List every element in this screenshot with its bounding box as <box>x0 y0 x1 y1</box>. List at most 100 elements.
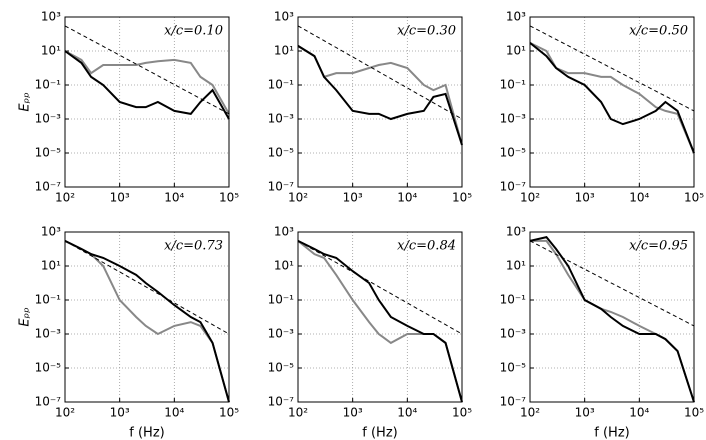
y-tick-label: 10⁻⁵ <box>500 361 527 375</box>
y-axis-label: Eₚₚ <box>18 307 33 327</box>
annotation: x/c=0.10 <box>164 24 223 39</box>
annotation: x/c=0.30 <box>397 24 456 39</box>
spectrum-line <box>64 239 230 403</box>
annotation: x/c=0.50 <box>629 24 688 39</box>
x-tick-label: 10⁴ <box>397 191 417 205</box>
y-tick-label: 10⁻¹ <box>35 78 62 92</box>
y-tick-label: 10⁻³ <box>500 112 527 126</box>
y-tick-label: 10³ <box>506 10 526 24</box>
reference-line <box>529 240 695 327</box>
y-tick-label: 10⁻¹ <box>500 78 527 92</box>
reference-line <box>529 25 695 112</box>
x-tick-label: 10⁴ <box>164 191 184 205</box>
panel: 10² 10³ 10⁴ 10⁵ 10⁻⁷ 10⁻⁵ 10⁻³ 10⁻¹ 10¹ 10³ x/c=0.… <box>18 225 240 440</box>
y-tick-label: 10⁻⁷ <box>500 395 527 409</box>
y-tick-label: 10⁻³ <box>35 112 62 126</box>
spectrum-line <box>297 45 463 146</box>
y-tick-label: 10⁻⁵ <box>268 146 295 160</box>
panel: 10² 10³ 10⁴ 10⁵ 10⁻⁷ 10⁻⁵ 10⁻³ 10⁻¹ 10¹ 10³ x/c=0.… <box>268 10 473 205</box>
x-tick-label: 10³ <box>110 191 130 205</box>
x-tick-label: 10⁴ <box>164 406 184 420</box>
reference-line <box>64 25 230 115</box>
y-tick-label: 10³ <box>274 225 294 239</box>
x-tick-label: 10³ <box>343 191 363 205</box>
plot-frame <box>297 231 463 403</box>
y-tick-label: 10¹ <box>41 44 61 58</box>
y-tick-label: 10⁻¹ <box>35 293 62 307</box>
x-tick-label: 10² <box>288 406 308 420</box>
x-tick-label: 10⁵ <box>684 191 704 205</box>
x-axis-label: f (Hz) <box>594 426 629 440</box>
x-tick-label: 10⁵ <box>452 406 472 420</box>
y-tick-label: 10⁻⁵ <box>500 146 527 160</box>
y-tick-label: 10⁻¹ <box>268 293 295 307</box>
y-tick-label: 10⁻³ <box>268 112 295 126</box>
spectrum-line <box>529 236 695 403</box>
y-tick-label: 10⁻¹ <box>500 293 527 307</box>
x-tick-label: 10² <box>288 191 308 205</box>
y-tick-label: 10⁻⁵ <box>35 361 62 375</box>
y-tick-label: 10³ <box>41 225 61 239</box>
x-axis-label: f (Hz) <box>362 426 397 440</box>
y-tick-label: 10⁻⁷ <box>35 180 62 194</box>
y-tick-label: 10⁻¹ <box>268 78 295 92</box>
y-tick-label: 10¹ <box>274 44 294 58</box>
plot-frame <box>529 16 695 188</box>
x-tick-label: 10² <box>520 406 540 420</box>
y-tick-label: 10³ <box>41 10 61 24</box>
y-tick-label: 10³ <box>274 10 294 24</box>
x-tick-label: 10⁵ <box>219 191 239 205</box>
plot-frame <box>297 16 463 188</box>
y-tick-label: 10¹ <box>41 259 61 273</box>
y-tick-label: 10⁻⁷ <box>268 395 295 409</box>
panel: 10² 10³ 10⁴ 10⁵ 10⁻⁷ 10⁻⁵ 10⁻³ 10⁻¹ 10¹ 10³ x/c=0.… <box>500 225 705 440</box>
x-tick-label: 10³ <box>110 406 130 420</box>
x-tick-label: 10⁴ <box>629 191 649 205</box>
spectrum-line <box>529 42 695 154</box>
spectrum-line <box>64 239 230 403</box>
panel: 10² 10³ 10⁴ 10⁵ 10⁻⁷ 10⁻⁵ 10⁻³ 10⁻¹ 10¹ 10³ x/c=0.… <box>18 10 240 205</box>
y-tick-label: 10¹ <box>506 259 526 273</box>
x-tick-label: 10² <box>55 191 75 205</box>
y-tick-label: 10¹ <box>506 44 526 58</box>
reference-line <box>64 240 230 335</box>
x-tick-label: 10⁵ <box>684 406 704 420</box>
y-tick-label: 10⁻⁷ <box>268 180 295 194</box>
x-axis-label: f (Hz) <box>129 426 164 440</box>
spectrum-line <box>530 239 695 403</box>
x-tick-label: 10³ <box>575 191 595 205</box>
annotation: x/c=0.95 <box>629 239 688 254</box>
annotation: x/c=0.73 <box>164 239 223 254</box>
y-tick-label: 10¹ <box>274 259 294 273</box>
x-tick-label: 10⁵ <box>219 406 239 420</box>
y-tick-label: 10⁻³ <box>500 327 527 341</box>
x-tick-label: 10⁵ <box>452 191 472 205</box>
y-tick-label: 10⁻⁵ <box>268 361 295 375</box>
x-tick-label: 10² <box>55 406 75 420</box>
spectrum-line <box>64 50 230 115</box>
x-tick-label: 10³ <box>575 406 595 420</box>
y-tick-label: 10⁻⁵ <box>35 146 62 160</box>
panel: 10² 10³ 10⁴ 10⁵ 10⁻⁷ 10⁻⁵ 10⁻³ 10⁻¹ 10¹ 10³ x/c=0.… <box>500 10 705 205</box>
y-tick-label: 10⁻⁷ <box>35 395 62 409</box>
x-tick-label: 10⁴ <box>629 406 649 420</box>
x-tick-label: 10² <box>520 191 540 205</box>
plot-frame <box>529 231 695 403</box>
plot-frame <box>64 231 230 403</box>
reference-line <box>297 25 463 120</box>
spectrum-line <box>297 240 463 403</box>
spectrum-line <box>64 50 230 120</box>
y-tick-label: 10³ <box>506 225 526 239</box>
y-tick-label: 10⁻³ <box>35 327 62 341</box>
x-tick-label: 10⁴ <box>397 406 417 420</box>
annotation: x/c=0.84 <box>397 239 456 254</box>
reference-line <box>297 240 463 335</box>
x-tick-label: 10³ <box>343 406 363 420</box>
y-axis-label: Eₚₚ <box>18 92 33 112</box>
spectrum-line <box>297 239 463 403</box>
plot-frame <box>64 16 230 188</box>
y-tick-label: 10⁻⁷ <box>500 180 527 194</box>
panel: 10² 10³ 10⁴ 10⁵ 10⁻⁷ 10⁻⁵ 10⁻³ 10⁻¹ 10¹ 10³ x/c=0.… <box>268 225 473 440</box>
y-tick-label: 10⁻³ <box>268 327 295 341</box>
